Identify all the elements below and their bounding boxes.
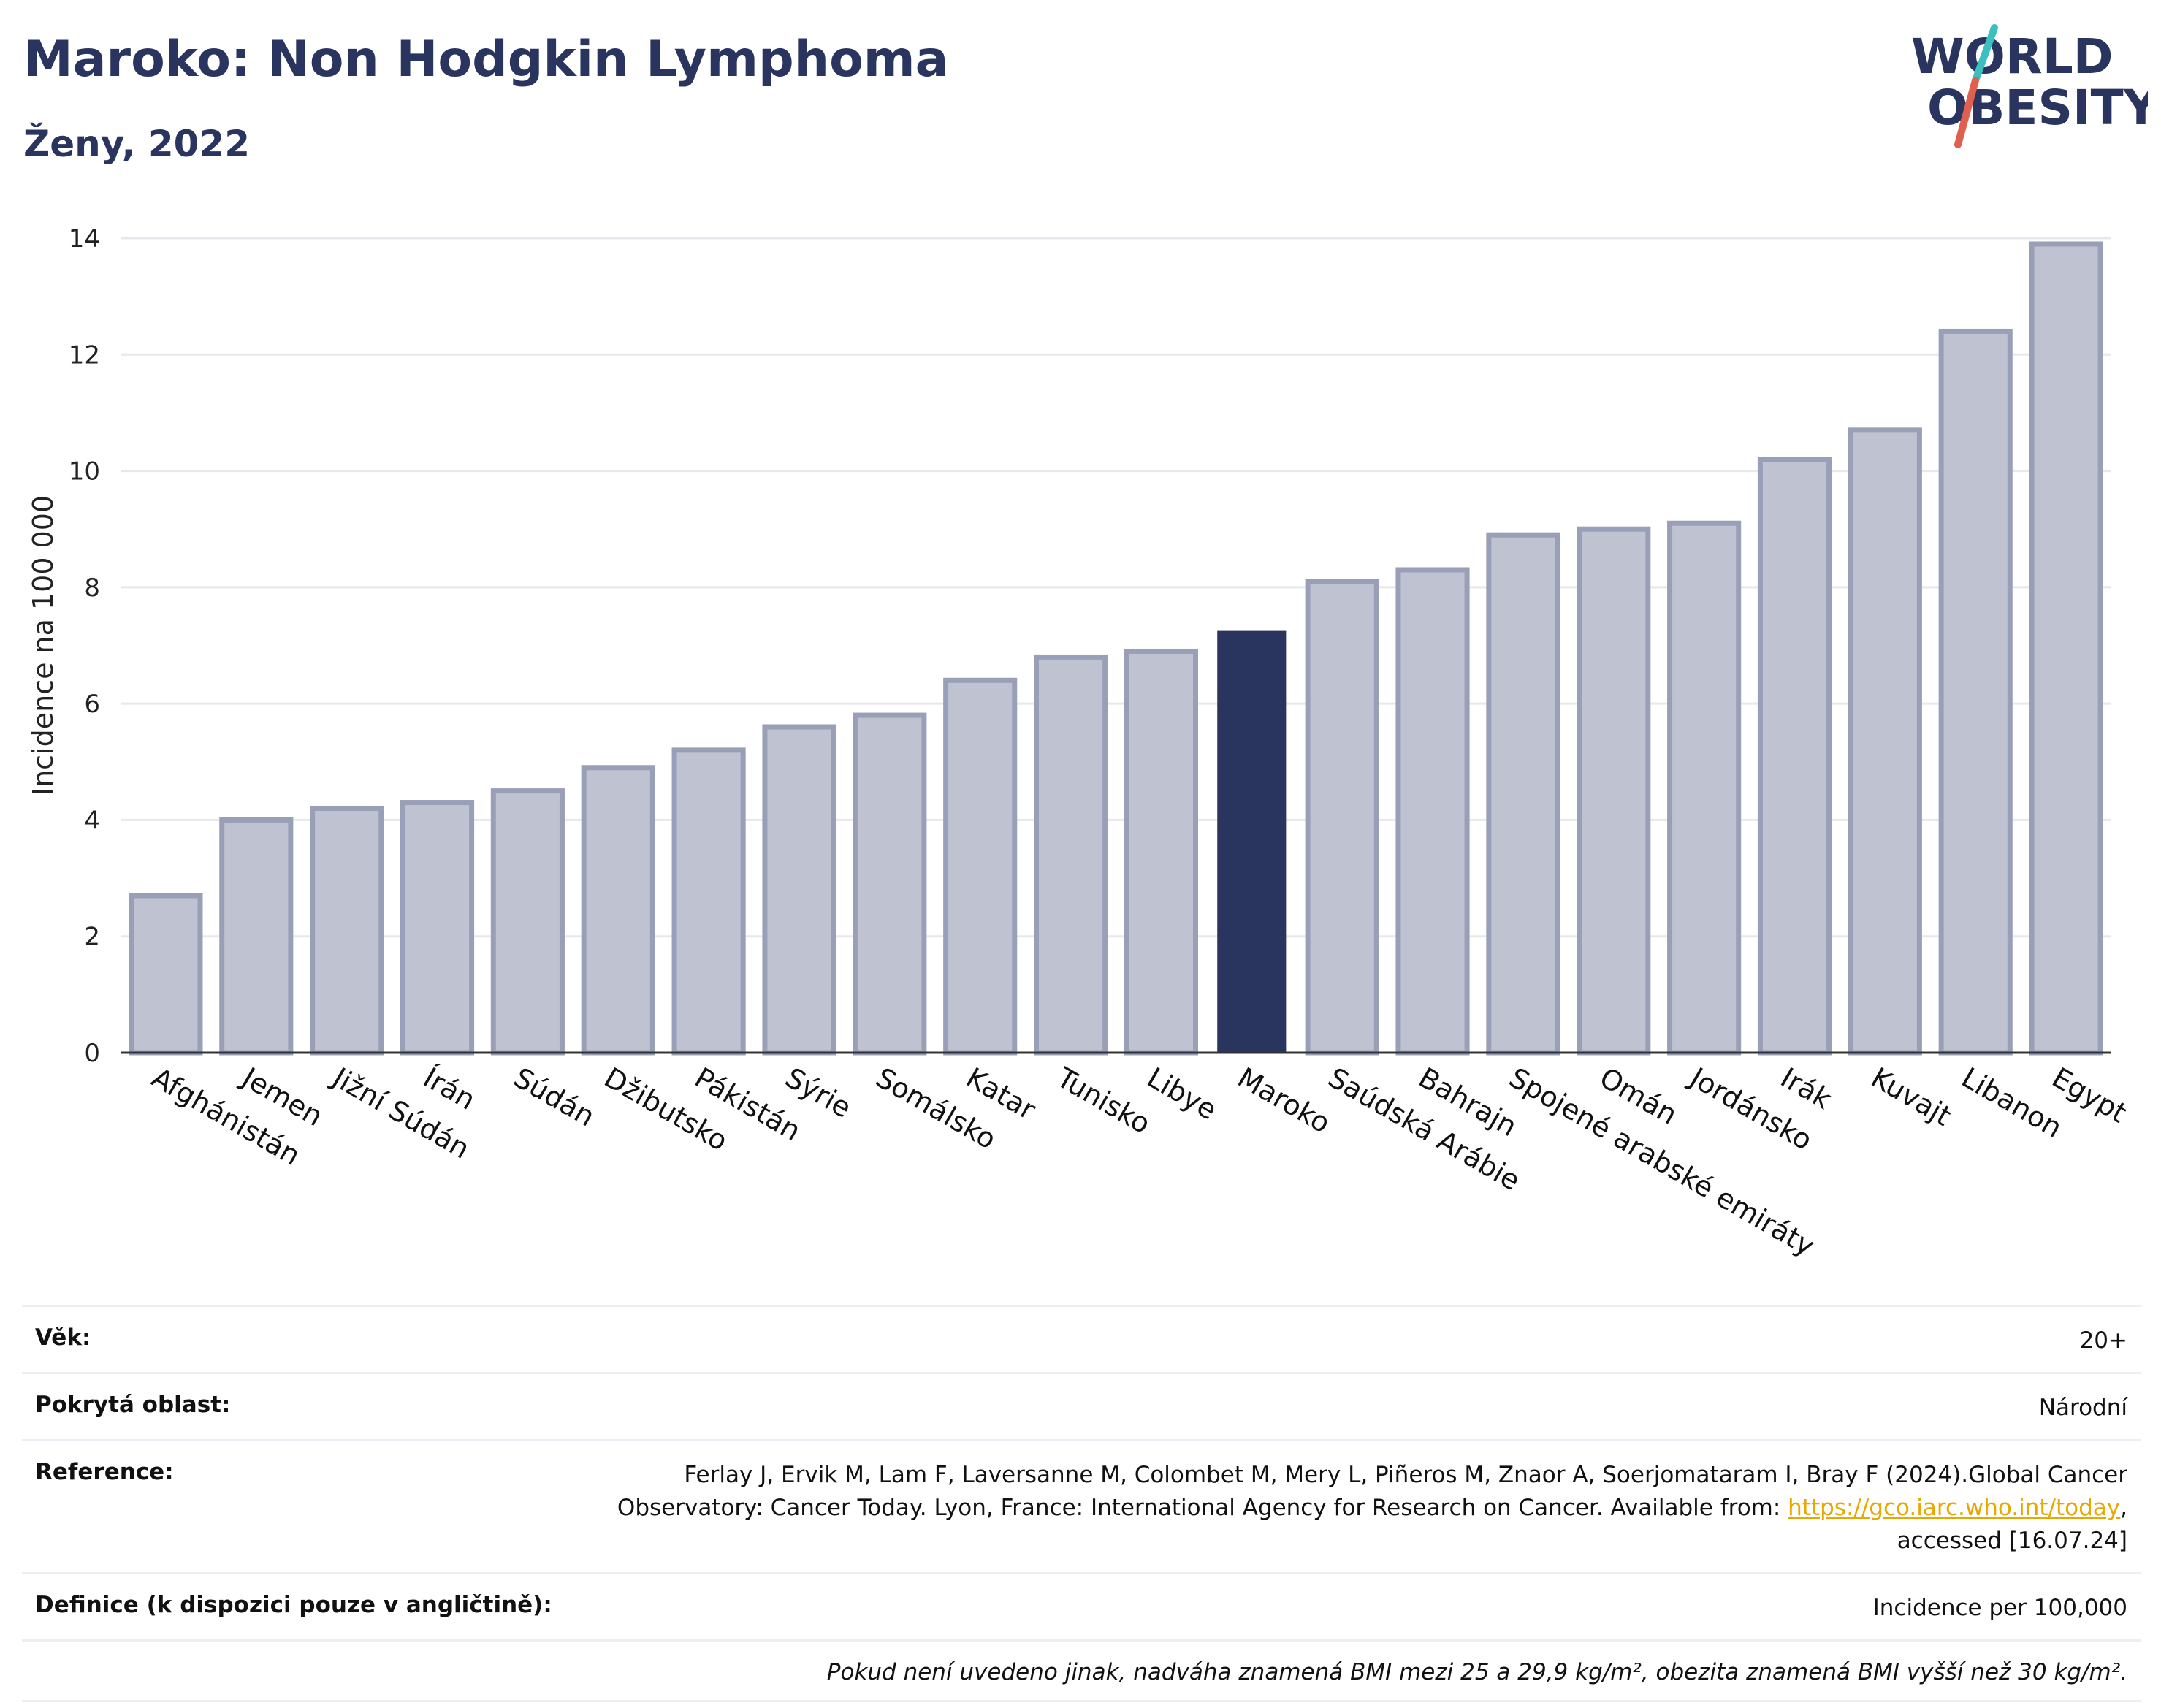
- age-value: 20+: [2079, 1327, 2127, 1354]
- reference-link[interactable]: https://gco.iarc.who.int/today: [1788, 1495, 2121, 1521]
- definition-label: Definice (k dispozici pouze v angličtině…: [35, 1592, 552, 1618]
- chart-subtitle: Ženy, 2022: [23, 123, 251, 165]
- area-label: Pokrytá oblast:: [35, 1392, 231, 1418]
- x-tick-label: Kuvajt: [1866, 1061, 1956, 1132]
- y-tick-label: 0: [84, 1039, 100, 1068]
- y-tick-label: 6: [84, 690, 100, 719]
- reference-label: Reference:: [35, 1459, 174, 1485]
- logo-text-world: WORLD: [1911, 28, 2114, 85]
- bmi-note: Pokud není uvedeno jinak, nadváha znamen…: [826, 1659, 2127, 1685]
- bar: [1395, 567, 1470, 1056]
- area-value: Národní: [2038, 1395, 2127, 1421]
- bar: [1577, 526, 1651, 1056]
- chart-title: Maroko: Non Hodgkin Lymphoma: [23, 31, 949, 88]
- reference-text: Ferlay J, Ervik M, Lam F, Laversanne M, …: [617, 1462, 2127, 1521]
- bar: [1305, 579, 1379, 1056]
- y-tick-label: 8: [84, 573, 100, 603]
- x-tick-label: Libye: [1142, 1061, 1222, 1126]
- reference-tail: , accessed [16.07.24]: [1897, 1495, 2127, 1554]
- definition-value: Incidence per 100,000: [1872, 1595, 2127, 1621]
- bar: [310, 806, 384, 1056]
- bar: [1034, 654, 1108, 1056]
- bar: [400, 800, 475, 1056]
- y-tick-label: 4: [84, 806, 100, 835]
- bar: [490, 788, 565, 1056]
- bar: [671, 747, 746, 1056]
- age-label: Věk:: [35, 1324, 91, 1351]
- bar: [1124, 648, 1199, 1056]
- y-tick-label: 10: [69, 457, 100, 487]
- y-tick-label: 12: [69, 340, 100, 370]
- logo-slash-teal: [1972, 24, 1998, 84]
- bar: [1757, 457, 1832, 1056]
- bar: [581, 765, 655, 1056]
- info-row-age: Věk: 20+: [22, 1305, 2141, 1372]
- bar: [1486, 532, 1560, 1056]
- bar: [853, 712, 927, 1056]
- y-tick-label: 2: [84, 923, 100, 952]
- bar: [1848, 427, 1922, 1056]
- bar: [2029, 241, 2103, 1056]
- bar: [762, 724, 836, 1056]
- bar-highlight: [1217, 630, 1287, 1053]
- bar: [1938, 328, 2013, 1056]
- bar: [943, 677, 1018, 1056]
- x-tick-label: Libanon: [1956, 1061, 2067, 1144]
- info-table: Věk: 20+ Pokrytá oblast: Národní Referen…: [22, 1305, 2141, 1702]
- info-row-area: Pokrytá oblast: Národní: [22, 1372, 2141, 1439]
- x-tick-label: Maroko: [1232, 1061, 1336, 1140]
- x-tick-label: Tunisko: [1051, 1061, 1156, 1140]
- y-axis-label: Incidence na 100 000: [27, 495, 59, 796]
- bar: [219, 817, 294, 1056]
- x-tick-label: Írán: [418, 1061, 481, 1116]
- x-tick-label: Súdán: [508, 1061, 601, 1133]
- y-tick-label: 14: [69, 224, 100, 253]
- x-tick-label: Irák: [1775, 1061, 1837, 1116]
- info-row-reference: Reference: Ferlay J, Ervik M, Lam F, Lav…: [22, 1439, 2141, 1572]
- info-row-note: Pokud není uvedeno jinak, nadváha znamen…: [22, 1639, 2141, 1702]
- logo-slash-red: [1954, 77, 1979, 148]
- bar: [129, 893, 203, 1056]
- info-row-definition: Definice (k dispozici pouze v angličtině…: [22, 1572, 2141, 1639]
- world-obesity-logo: WORLD OBESITY: [1911, 24, 2148, 148]
- reference-value: Ferlay J, Ervik M, Lam F, Laversanne M, …: [579, 1459, 2127, 1558]
- bar: [1667, 520, 1742, 1056]
